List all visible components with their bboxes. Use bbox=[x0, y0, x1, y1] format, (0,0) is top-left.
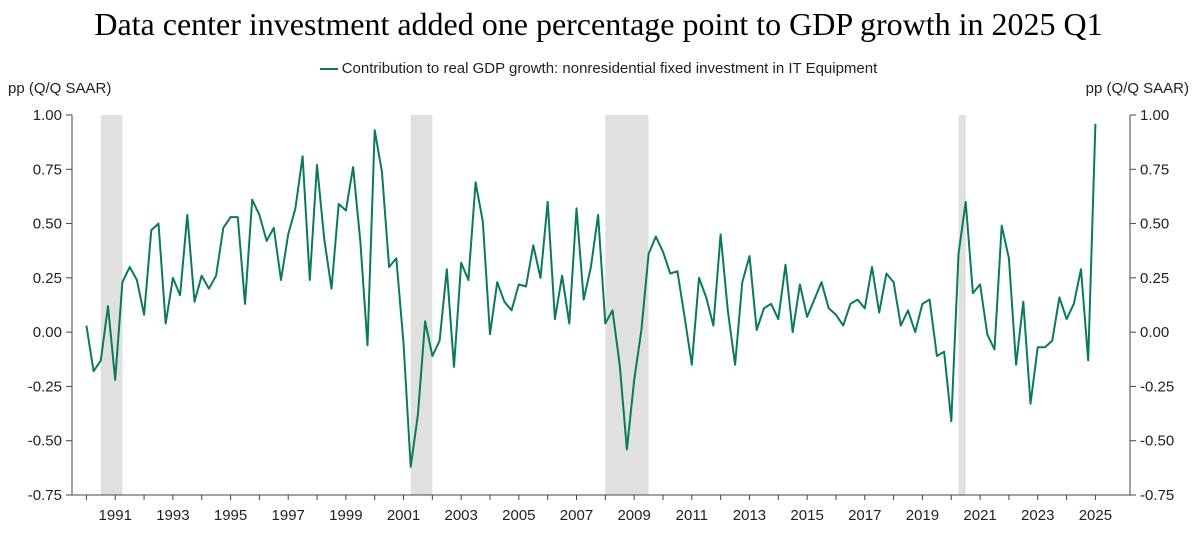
x-tick-label: 1991 bbox=[99, 507, 132, 524]
y-tick-label-left: -0.25 bbox=[28, 378, 62, 395]
x-tick-label: 1997 bbox=[272, 507, 305, 524]
y-tick-label-left: 0.75 bbox=[33, 161, 62, 178]
y-tick-label-left: 1.00 bbox=[33, 107, 62, 124]
x-tick-label: 2011 bbox=[676, 507, 708, 524]
x-tick-label: 2019 bbox=[906, 507, 939, 524]
chart-title: Data center investment added one percent… bbox=[94, 6, 1103, 42]
y-tick-label-left: 0.00 bbox=[33, 324, 62, 341]
recession-band bbox=[410, 115, 433, 495]
recession-band bbox=[100, 115, 123, 495]
y-tick-label-right: 0.25 bbox=[1140, 270, 1169, 287]
legend-label: Contribution to real GDP growth: nonresi… bbox=[341, 60, 878, 77]
x-tick-label: 2023 bbox=[1021, 507, 1054, 524]
y-axis-label-left: pp (Q/Q SAAR) bbox=[8, 80, 112, 97]
legend-swatch bbox=[319, 68, 338, 71]
x-tick-label: 2007 bbox=[560, 507, 593, 524]
x-tick-label: 1999 bbox=[329, 507, 362, 524]
x-tick-label: 2003 bbox=[444, 507, 477, 524]
x-tick-label: 2015 bbox=[790, 507, 823, 524]
x-tick-label: 2017 bbox=[848, 507, 881, 524]
y-tick-label-left: 0.25 bbox=[33, 270, 62, 287]
legend: Contribution to real GDP growth: nonresi… bbox=[0, 60, 1197, 77]
y-tick-label-right: -0.75 bbox=[1140, 487, 1174, 504]
series-line bbox=[85, 123, 1097, 468]
recession-band bbox=[958, 115, 966, 495]
recession-band bbox=[605, 115, 649, 495]
x-tick-label: 2013 bbox=[733, 507, 766, 524]
x-tick-label: 2009 bbox=[617, 507, 650, 524]
y-tick-label-right: -0.25 bbox=[1140, 378, 1174, 395]
x-tick-label: 1993 bbox=[156, 507, 189, 524]
y-tick-label-right: -0.50 bbox=[1140, 433, 1174, 450]
y-tick-label-left: 0.50 bbox=[33, 216, 62, 233]
y-tick-label-left: -0.75 bbox=[28, 487, 62, 504]
y-tick-label-right: 0.75 bbox=[1140, 161, 1169, 178]
x-tick-label: 1995 bbox=[214, 507, 247, 524]
x-tick-label: 2001 bbox=[387, 507, 420, 524]
x-tick-label: 2025 bbox=[1079, 507, 1112, 524]
y-axis-label-right: pp (Q/Q SAAR) bbox=[1085, 80, 1189, 97]
x-tick-label: 2005 bbox=[502, 507, 535, 524]
y-tick-label-right: 0.00 bbox=[1140, 324, 1169, 341]
y-tick-label-left: -0.50 bbox=[28, 433, 62, 450]
x-tick-label: 2021 bbox=[963, 507, 996, 524]
y-tick-label-right: 0.50 bbox=[1140, 216, 1169, 233]
y-tick-label-right: 1.00 bbox=[1140, 107, 1169, 124]
